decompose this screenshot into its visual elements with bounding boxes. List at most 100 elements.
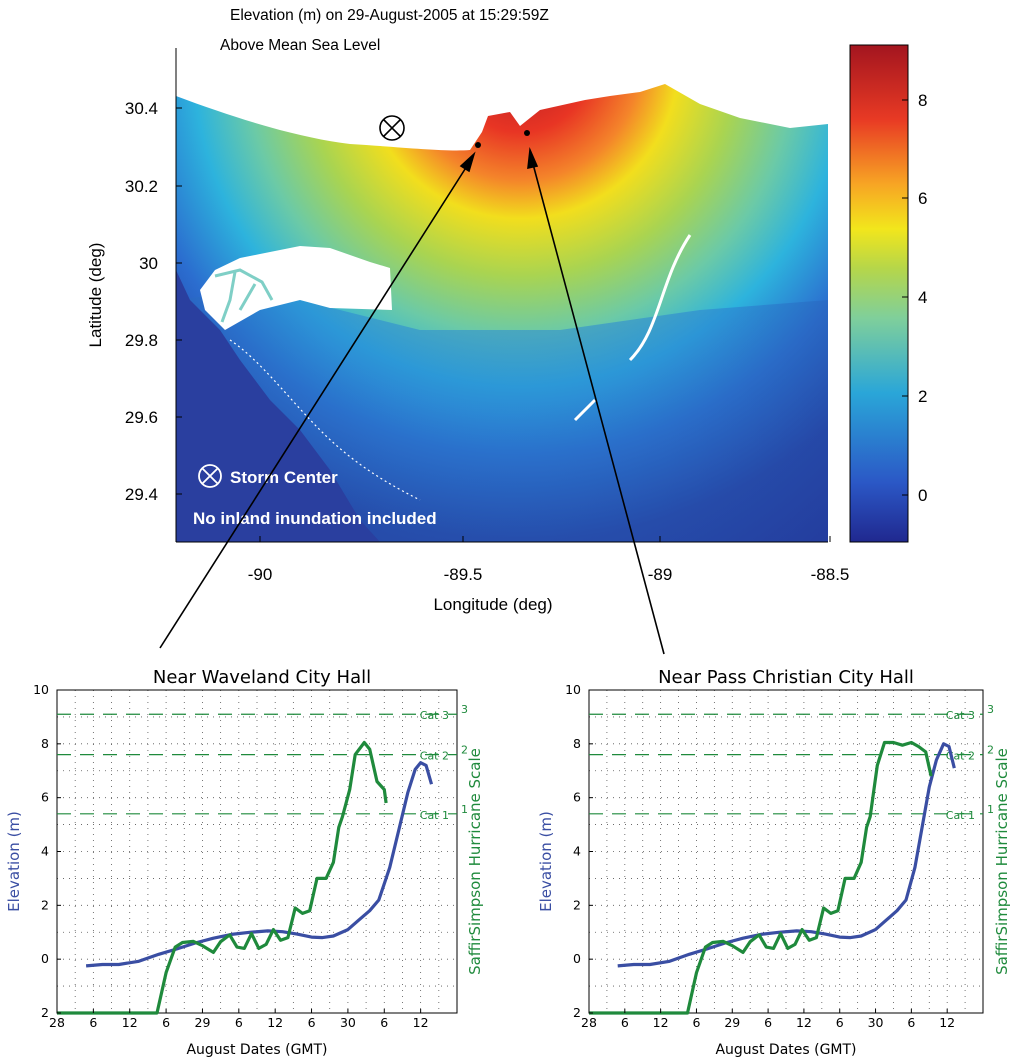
colorbar-tick-label: 0 bbox=[918, 486, 927, 505]
y-tick-label: 2 bbox=[41, 1005, 49, 1020]
colorbar-tick-label: 8 bbox=[918, 91, 927, 110]
category-label: Cat 2 bbox=[420, 750, 449, 763]
y-tick-label: 10 bbox=[565, 682, 581, 697]
x-tick-label: 28 bbox=[581, 1015, 597, 1030]
x-tick-label: 6 bbox=[692, 1015, 700, 1030]
colorbar-tick-label: 6 bbox=[918, 189, 927, 208]
x-tick-label: 12 bbox=[939, 1015, 955, 1030]
panel-right-ylabel: SaffirSimpson Hurricane Scale bbox=[993, 748, 1011, 975]
coast-edge bbox=[229, 339, 421, 501]
x-tick-label: 12 bbox=[796, 1015, 812, 1030]
arrows bbox=[159, 146, 665, 655]
y-tick-label: 6 bbox=[41, 790, 49, 805]
x-tick-label: 6 bbox=[235, 1015, 243, 1030]
map-title-line1: Elevation (m) on 29-August-2005 at 15:29… bbox=[230, 7, 549, 24]
y-tick-label: 2 bbox=[573, 897, 581, 912]
y-tick-label: 4 bbox=[573, 844, 581, 859]
map-x-tick-label: -89.5 bbox=[444, 565, 483, 584]
x-tick-label: 12 bbox=[122, 1015, 138, 1030]
x-tick-label: 30 bbox=[868, 1015, 884, 1030]
ocean-southwest bbox=[176, 290, 828, 542]
land-white bbox=[200, 246, 392, 330]
y-tick-label: 2 bbox=[573, 1005, 581, 1020]
panel-right-ylabel: SaffirSimpson Hurricane Scale bbox=[466, 748, 484, 975]
y-tick-label: 8 bbox=[573, 736, 581, 751]
storm-legend-label: Storm Center bbox=[230, 468, 338, 487]
storm-center-marker bbox=[379, 115, 405, 141]
right-tick-label: 3 bbox=[461, 703, 468, 716]
panel-xlabel: August Dates (GMT) bbox=[715, 1042, 856, 1058]
right-tick-label: 1 bbox=[461, 803, 468, 816]
map-y-tick-label: 29.6 bbox=[125, 408, 158, 427]
site-pass-christian bbox=[524, 130, 530, 136]
y-tick-label: 10 bbox=[33, 682, 49, 697]
y-tick-label: 2 bbox=[41, 897, 49, 912]
x-tick-label: 6 bbox=[308, 1015, 316, 1030]
colorbar-tick-label: 2 bbox=[918, 387, 927, 406]
storm-legend-icon bbox=[198, 464, 222, 488]
x-tick-label: 6 bbox=[621, 1015, 629, 1030]
right-tick-label: 2 bbox=[987, 744, 994, 757]
map-x-tick-label: -88.5 bbox=[811, 565, 850, 584]
y-tick-label: 4 bbox=[41, 844, 49, 859]
x-tick-label: 6 bbox=[89, 1015, 97, 1030]
deep-water bbox=[176, 270, 380, 542]
map-y-tick-label: 30.4 bbox=[125, 99, 158, 118]
map-x-ticks: -90 -89.5 -89 -88.5 bbox=[248, 536, 850, 584]
surge-field: Storm Center No inland inundation includ… bbox=[176, 84, 828, 542]
map-y-tick-label: 30.2 bbox=[125, 177, 158, 196]
saffir-simpson-series bbox=[589, 740, 933, 1015]
colorbar bbox=[849, 44, 909, 543]
category-label: Cat 1 bbox=[420, 809, 449, 822]
panel-title: Near Pass Christian City Hall bbox=[658, 667, 914, 688]
map-x-tick-label: -90 bbox=[248, 565, 273, 584]
x-tick-label: 6 bbox=[836, 1015, 844, 1030]
y-tick-label: 0 bbox=[573, 951, 581, 966]
y-tick-label: 6 bbox=[573, 790, 581, 805]
arrow-pass-christian bbox=[532, 163, 665, 655]
x-tick-label: 6 bbox=[162, 1015, 170, 1030]
arrow-waveland bbox=[159, 165, 468, 649]
elevation-series bbox=[85, 761, 434, 968]
arrowhead-pass-christian bbox=[527, 146, 539, 170]
category-label: Cat 3 bbox=[946, 709, 975, 722]
map-y-tick-label: 29.8 bbox=[125, 331, 158, 350]
right-tick-label: 2 bbox=[461, 744, 468, 757]
x-tick-label: 6 bbox=[907, 1015, 915, 1030]
river-channel bbox=[214, 268, 274, 323]
right-tick-label: 1 bbox=[987, 803, 994, 816]
panel-xlabel: August Dates (GMT) bbox=[186, 1042, 327, 1058]
x-tick-label: 12 bbox=[653, 1015, 669, 1030]
x-tick-label: 28 bbox=[49, 1015, 65, 1030]
category-label: Cat 1 bbox=[946, 809, 975, 822]
map-y-ticks: 30.4 30.2 30 29.8 29.6 29.4 bbox=[125, 99, 182, 504]
x-tick-label: 6 bbox=[380, 1015, 388, 1030]
x-tick-label: 12 bbox=[413, 1015, 429, 1030]
elevation-series bbox=[617, 742, 956, 968]
x-tick-label: 29 bbox=[195, 1015, 211, 1030]
colorbar-tick-label: 4 bbox=[918, 288, 927, 307]
site-waveland bbox=[475, 142, 481, 148]
panel-ylabel: Elevation (m) bbox=[537, 811, 555, 912]
x-tick-label: 6 bbox=[764, 1015, 772, 1030]
map-y-tick-label: 29.4 bbox=[125, 485, 158, 504]
x-tick-label: 29 bbox=[724, 1015, 740, 1030]
map-y-tick-label: 30 bbox=[139, 254, 158, 273]
arrowhead-waveland bbox=[459, 151, 476, 173]
map-ylabel: Latitude (deg) bbox=[86, 243, 105, 348]
barrier-island-arc bbox=[573, 234, 692, 422]
inundation-note: No inland inundation included bbox=[193, 509, 437, 528]
panel-title: Near Waveland City Hall bbox=[153, 667, 371, 688]
y-tick-label: 0 bbox=[41, 951, 49, 966]
y-tick-label: 8 bbox=[41, 736, 49, 751]
map-x-tick-label: -89 bbox=[648, 565, 673, 584]
x-tick-label: 30 bbox=[340, 1015, 356, 1030]
category-label: Cat 3 bbox=[420, 709, 449, 722]
map-title-line2: Above Mean Sea Level bbox=[220, 37, 380, 54]
right-tick-label: 3 bbox=[987, 703, 994, 716]
map-xlabel: Longitude (deg) bbox=[433, 595, 552, 614]
saffir-simpson-series bbox=[57, 740, 388, 1015]
